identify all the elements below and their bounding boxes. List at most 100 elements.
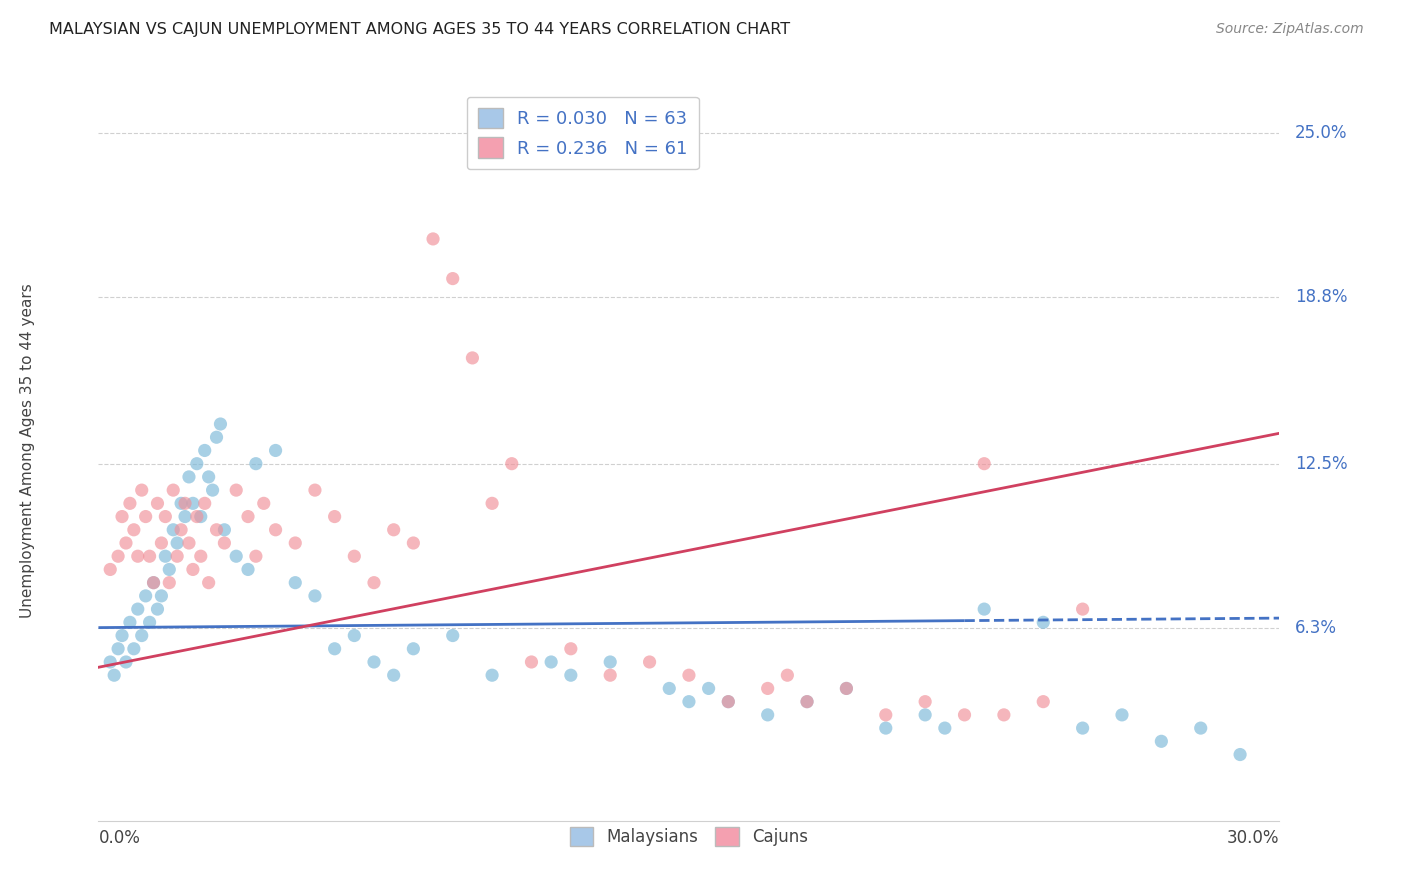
Point [717, 695, 740, 709]
Point [717, 695, 740, 709]
Point [756, 681, 779, 696]
Point [177, 470, 200, 484]
Point [441, 629, 464, 643]
Point [225, 549, 247, 564]
Point [678, 668, 700, 682]
Point [138, 549, 160, 564]
Point [245, 549, 267, 564]
Point [1229, 747, 1251, 762]
Point [127, 602, 149, 616]
Point [190, 509, 212, 524]
Point [1150, 734, 1173, 748]
Point [953, 707, 976, 722]
Point [599, 655, 621, 669]
Point [934, 721, 956, 735]
Point [540, 655, 562, 669]
Point [363, 655, 385, 669]
Point [914, 707, 936, 722]
Point [236, 562, 259, 576]
Point [162, 523, 184, 537]
Point [520, 655, 543, 669]
Point [304, 483, 326, 497]
Point [875, 721, 897, 735]
Point [197, 575, 219, 590]
Point [382, 668, 405, 682]
Point [402, 641, 425, 656]
Text: Source: ZipAtlas.com: Source: ZipAtlas.com [1216, 22, 1364, 37]
Point [162, 483, 184, 497]
Point [236, 509, 259, 524]
Text: 6.3%: 6.3% [1295, 619, 1337, 637]
Text: MALAYSIAN VS CAJUN UNEMPLOYMENT AMONG AGES 35 TO 44 YEARS CORRELATION CHART: MALAYSIAN VS CAJUN UNEMPLOYMENT AMONG AG… [49, 22, 790, 37]
Point [190, 549, 212, 564]
Point [253, 496, 276, 510]
Point [441, 271, 464, 285]
Point [205, 523, 228, 537]
Point [142, 575, 165, 590]
Point [796, 695, 818, 709]
Point [186, 509, 208, 524]
Point [122, 641, 145, 656]
Point [170, 523, 193, 537]
Point [599, 668, 621, 682]
Point [363, 575, 385, 590]
Point [756, 707, 779, 722]
Point [98, 655, 121, 669]
Point [501, 457, 523, 471]
Point [181, 562, 204, 576]
Point [914, 695, 936, 709]
Point [107, 641, 129, 656]
Point [157, 575, 180, 590]
Point [343, 629, 366, 643]
Point [481, 668, 503, 682]
Point [155, 549, 177, 564]
Point [697, 681, 720, 696]
Point [103, 668, 125, 682]
Text: 0.0%: 0.0% [98, 829, 141, 847]
Point [264, 443, 287, 458]
Point [146, 602, 169, 616]
Point [1189, 721, 1212, 735]
Point [131, 483, 153, 497]
Point [135, 509, 157, 524]
Point [115, 536, 138, 550]
Point [122, 523, 145, 537]
Point [197, 470, 219, 484]
Point [1032, 695, 1054, 709]
Point [186, 457, 208, 471]
Point [1071, 602, 1094, 616]
Point [214, 536, 236, 550]
Point [1071, 721, 1094, 735]
Point [194, 443, 217, 458]
Point [284, 536, 307, 550]
Point [304, 589, 326, 603]
Legend: Malaysians, Cajuns: Malaysians, Cajuns [564, 821, 814, 853]
Point [127, 549, 149, 564]
Point [201, 483, 224, 497]
Text: Unemployment Among Ages 35 to 44 years: Unemployment Among Ages 35 to 44 years [20, 283, 35, 618]
Point [973, 602, 995, 616]
Point [422, 232, 444, 246]
Point [131, 629, 153, 643]
Point [560, 641, 582, 656]
Point [107, 549, 129, 564]
Point [166, 536, 188, 550]
Point [1111, 707, 1133, 722]
Point [225, 483, 247, 497]
Point [209, 417, 232, 431]
Point [776, 668, 799, 682]
Point [461, 351, 484, 365]
Point [973, 457, 995, 471]
Point [835, 681, 858, 696]
Point [118, 496, 141, 510]
Point [150, 536, 173, 550]
Point [135, 589, 157, 603]
Point [323, 509, 346, 524]
Point [205, 430, 228, 444]
Point [284, 575, 307, 590]
Point [402, 536, 425, 550]
Point [1032, 615, 1054, 630]
Point [155, 509, 177, 524]
Point [993, 707, 1015, 722]
Text: 18.8%: 18.8% [1295, 288, 1348, 306]
